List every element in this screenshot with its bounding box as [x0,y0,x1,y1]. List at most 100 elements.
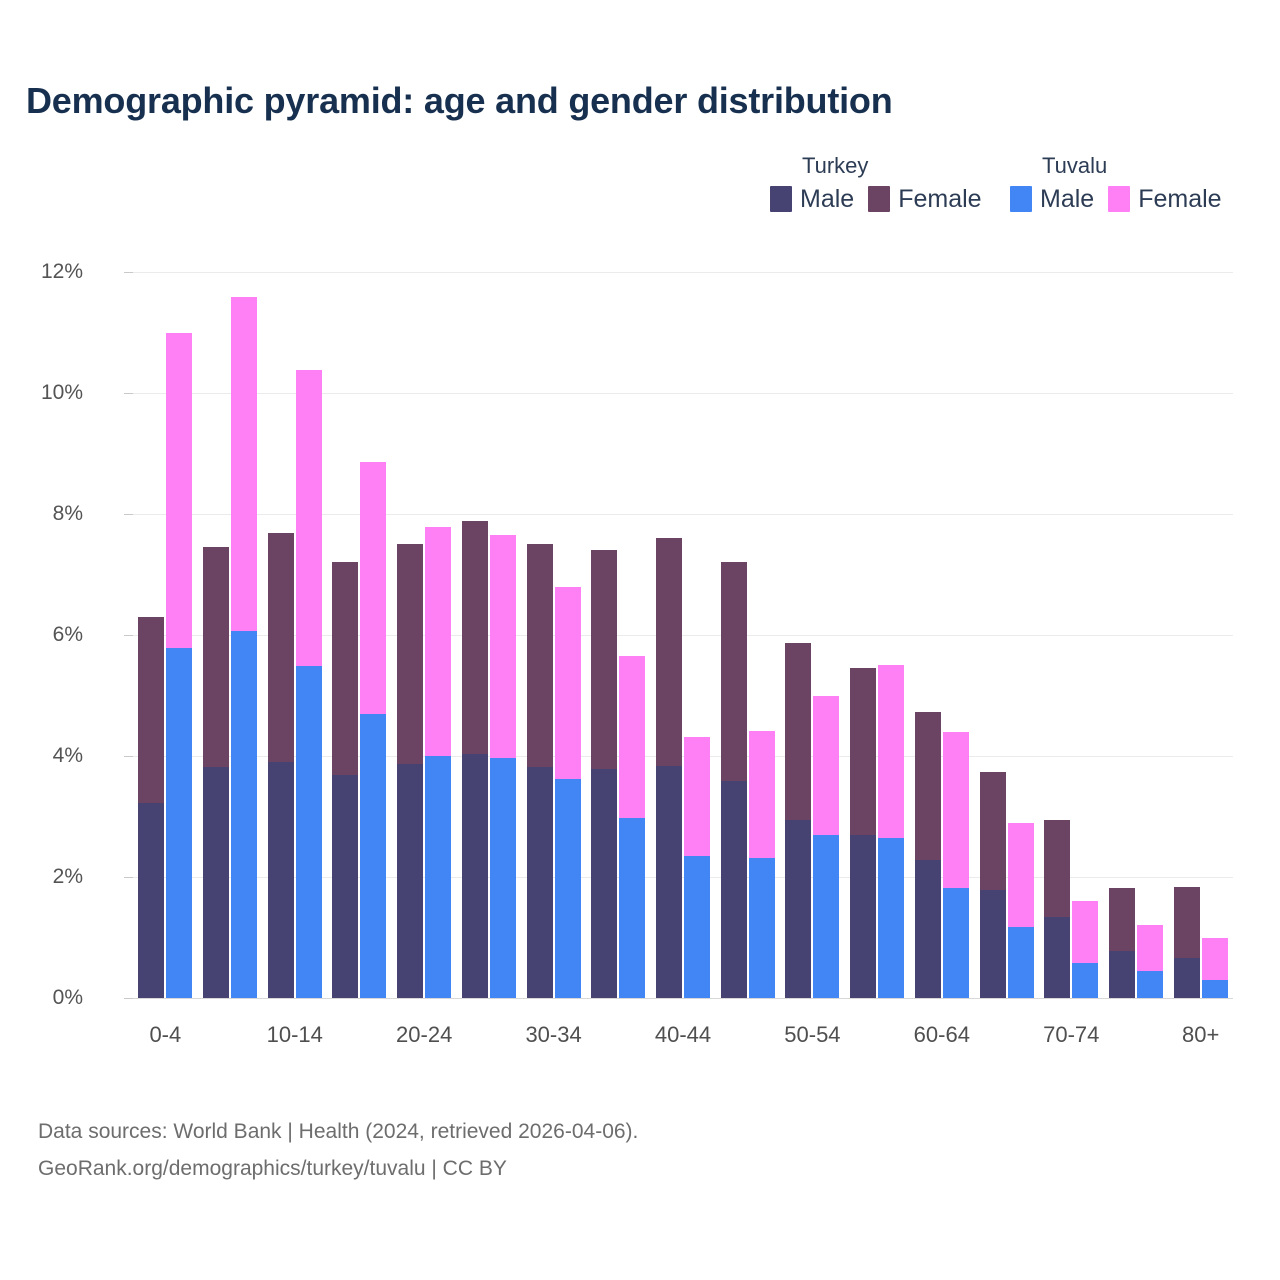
bar-segment-female [1108,887,1135,951]
bar-turkey-20-24[interactable] [397,544,424,998]
bar-segment-female [720,562,747,782]
legend-item-tuvalu-male[interactable]: Male [1010,186,1094,212]
bar-segment-female [850,667,877,835]
bar-group [979,272,1034,998]
bar-turkey-30-34[interactable] [526,544,553,998]
bar-segment-female [461,521,488,755]
bar-segment-female [166,332,193,649]
bar-segment-female [231,297,258,632]
bar-group [785,272,840,998]
bar-segment-male [813,834,840,998]
bar-segment-male [684,856,710,998]
bar-turkey-70-74[interactable] [1044,820,1071,998]
bar-tuvalu-20-24[interactable] [425,527,452,998]
bar-segment-female [684,736,710,857]
bar-segment-male [850,834,877,998]
y-axis-tickmark [124,998,133,999]
bar-turkey-5-9[interactable] [203,546,230,998]
bar-segment-male [554,779,581,998]
bar-turkey-75-79[interactable] [1108,887,1135,998]
footer-line-2: GeoRank.org/demographics/turkey/tuvalu |… [38,1157,507,1180]
bar-segment-male [878,838,905,998]
bar-tuvalu-40-44[interactable] [684,736,710,998]
bar-segment-male [166,648,193,998]
gridline [133,514,1233,515]
bar-segment-male [138,803,165,998]
y-axis-tickmark [124,514,133,515]
bar-turkey-0-4[interactable] [138,616,165,998]
bar-segment-male [231,631,258,998]
bar-segment-male [720,781,747,998]
bar-tuvalu-60-64[interactable] [942,731,969,998]
bar-turkey-80+[interactable] [1173,886,1200,998]
bar-group [397,272,452,998]
bar-turkey-55-59[interactable] [850,667,877,998]
bar-segment-male [332,775,359,998]
bar-segment-female [1136,925,1163,972]
bar-group [203,272,258,998]
x-axis-tick-label: 50-54 [784,1022,841,1047]
legend-item-turkey-male[interactable]: Male [770,186,854,212]
bar-segment-female [813,695,840,835]
bar-turkey-40-44[interactable] [656,538,682,998]
bar-turkey-45-49[interactable] [720,562,747,998]
bar-segment-female [1044,820,1071,917]
bar-turkey-15-19[interactable] [332,562,359,998]
bar-tuvalu-30-34[interactable] [554,586,581,998]
bar-group [1108,272,1163,998]
gridline [133,272,1233,273]
bar-tuvalu-0-4[interactable] [166,332,193,998]
bar-tuvalu-70-74[interactable] [1072,901,1099,998]
bar-segment-female [748,730,775,858]
bar-tuvalu-65-69[interactable] [1007,822,1034,998]
y-axis-tick-label: 10% [40,381,83,404]
bar-segment-female [267,533,294,763]
bar-segment-male [295,666,322,998]
y-axis-tickmark [124,393,133,394]
gridline [133,635,1233,636]
y-axis-tick-label: 12% [40,260,83,283]
bar-tuvalu-35-39[interactable] [619,655,646,998]
x-axis-tick-label: 0-4 [149,1022,182,1047]
gridline [133,877,1233,878]
bar-turkey-65-69[interactable] [979,771,1006,998]
y-axis-tickmark [124,272,133,273]
bar-group [138,272,193,998]
legend-item-turkey-female[interactable]: Female [868,186,982,212]
bar-tuvalu-55-59[interactable] [878,665,905,998]
bar-turkey-25-29[interactable] [461,521,488,998]
bar-segment-female [526,544,553,767]
legend-item-label: Male [800,185,855,213]
bar-segment-female [979,771,1006,891]
bar-turkey-10-14[interactable] [267,533,294,998]
legend-item-tuvalu-female[interactable]: Female [1108,186,1222,212]
bar-segment-male [267,762,294,998]
bar-segment-male [591,769,618,998]
chart-legend: Turkey Male Female Tuvalu Male Female [770,152,1242,212]
bar-tuvalu-15-19[interactable] [360,461,387,998]
bar-tuvalu-25-29[interactable] [489,534,516,998]
bar-group [1044,272,1099,998]
bar-turkey-35-39[interactable] [591,550,618,998]
bar-tuvalu-5-9[interactable] [231,297,258,998]
x-axis-tick-label: 30-34 [525,1022,582,1047]
bar-segment-male [656,765,682,998]
bar-tuvalu-50-54[interactable] [813,695,840,998]
bar-tuvalu-10-14[interactable] [295,370,322,998]
bar-group [914,272,969,998]
bar-turkey-60-64[interactable] [914,712,941,998]
bar-segment-male [397,764,424,998]
y-axis-tickmark [124,756,133,757]
bar-tuvalu-45-49[interactable] [748,730,775,998]
bar-group [720,272,775,998]
bar-segment-female [1173,886,1200,959]
bar-tuvalu-80+[interactable] [1201,937,1228,998]
bar-segment-female [914,712,941,861]
x-axis-labels: 0-4 10-14 20-24 30-34 40-44 50-54 60-64 70-74 80… [133,1022,1233,1062]
bar-tuvalu-75-79[interactable] [1136,925,1163,998]
y-axis-tick-label: 4% [52,744,83,767]
bar-turkey-50-54[interactable] [785,643,812,998]
bar-group [1173,272,1228,998]
x-axis-tick-label: 70-74 [1043,1022,1100,1047]
